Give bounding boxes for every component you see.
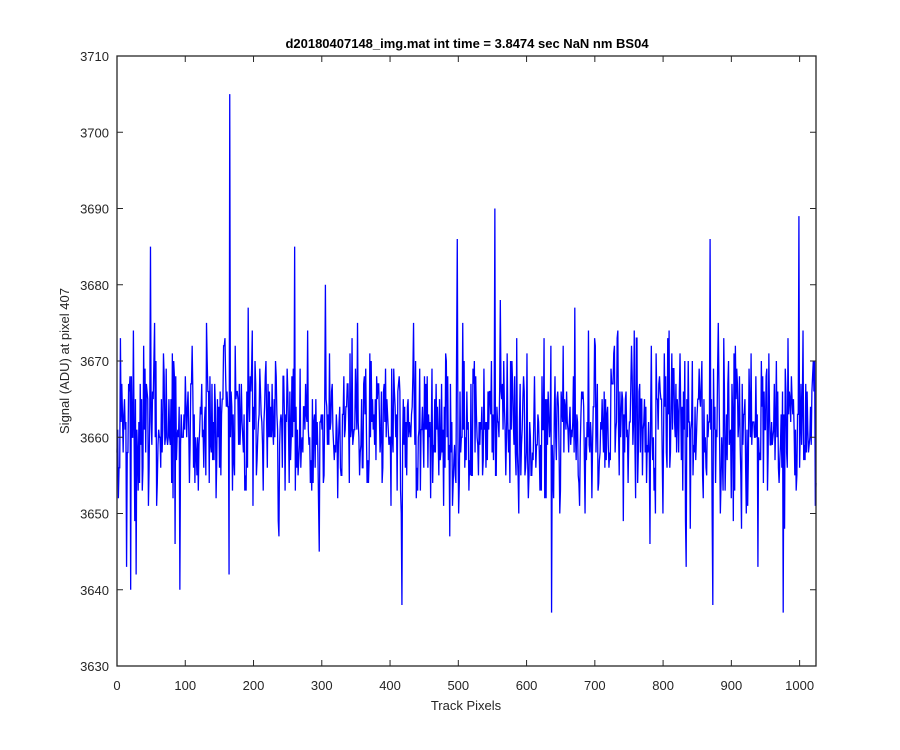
y-tick-label: 3660 <box>80 430 109 445</box>
x-tick-label: 300 <box>311 678 333 693</box>
x-axis-label: Track Pixels <box>431 698 502 713</box>
y-axis-label: Signal (ADU) at pixel 407 <box>57 288 72 434</box>
x-tick-label: 500 <box>447 678 469 693</box>
x-tick-label: 900 <box>721 678 743 693</box>
chart-title: d20180407148_img.mat int time = 3.8474 s… <box>285 36 649 51</box>
y-axis-ticks: 3630 3640 3650 3660 3670 3680 3690 3700 3710 <box>80 49 816 674</box>
y-tick-label: 3640 <box>80 583 109 598</box>
x-tick-label: 700 <box>584 678 606 693</box>
x-tick-label: 800 <box>652 678 674 693</box>
y-tick-label: 3650 <box>80 507 109 522</box>
plot-area <box>116 55 817 667</box>
series-layer <box>116 94 817 613</box>
x-tick-label: 1000 <box>785 678 814 693</box>
x-tick-label: 100 <box>174 678 196 693</box>
x-tick-label: 600 <box>516 678 538 693</box>
x-tick-label: 0 <box>113 678 120 693</box>
y-tick-label: 3630 <box>80 659 109 674</box>
y-tick-label: 3710 <box>80 49 109 64</box>
x-tick-label: 200 <box>243 678 265 693</box>
y-tick-label: 3670 <box>80 354 109 369</box>
y-tick-label: 3680 <box>80 278 109 293</box>
signal-series-line <box>116 94 817 613</box>
y-tick-label: 3700 <box>80 125 109 140</box>
x-axis-ticks: 0 100 200 300 400 500 600 700 800 900 1000 <box>113 56 814 693</box>
y-tick-label: 3690 <box>80 202 109 217</box>
axes-background <box>117 56 816 666</box>
x-tick-label: 400 <box>379 678 401 693</box>
